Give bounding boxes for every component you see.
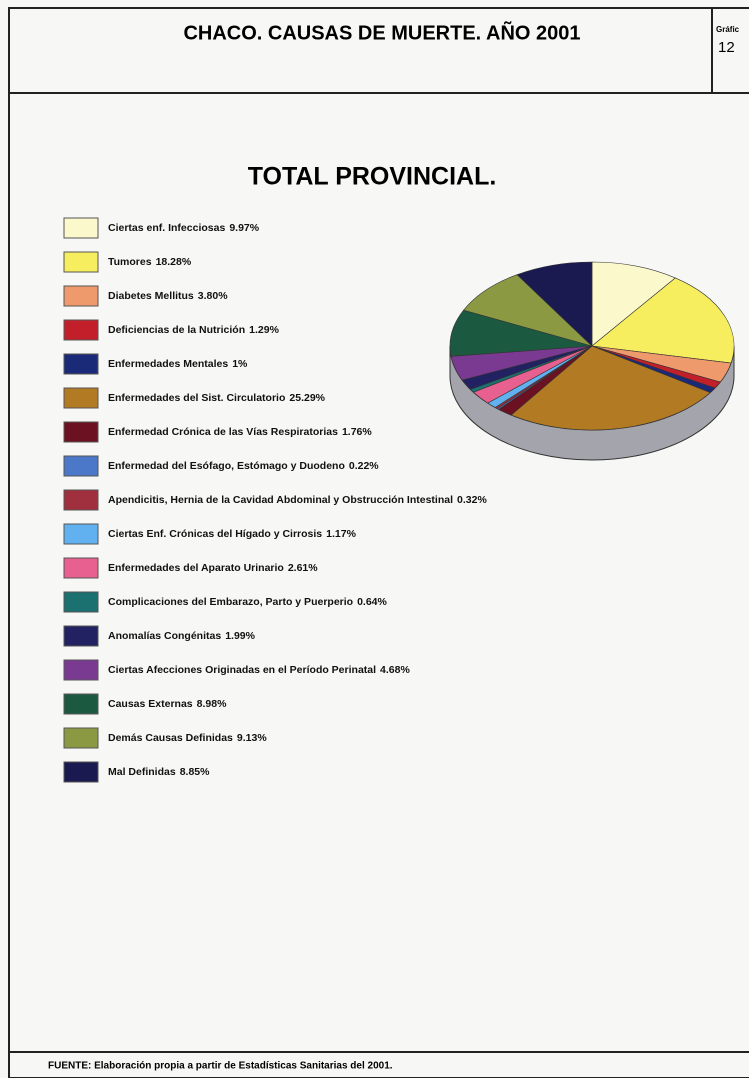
legend-swatch (63, 591, 99, 613)
legend-value: 9.13% (237, 732, 267, 744)
legend-entry: Ciertas enf. Infecciosas 9.97% (108, 222, 260, 234)
legend-name: Deficiencias de la Nutrición (108, 324, 245, 336)
legend-value: 0.64% (357, 596, 387, 608)
legend-entry: Causas Externas 8.98% (108, 698, 227, 710)
legend-entry: Complicaciones del Embarazo, Parto y Pue… (108, 596, 388, 608)
legend-swatch (63, 523, 99, 545)
legend-name: Anomalías Congénitas (108, 630, 221, 642)
figure-number: 12 (718, 39, 735, 56)
pie-slice (449, 309, 593, 357)
legend-swatch (63, 489, 99, 511)
legend-name: Causas Externas (108, 698, 193, 710)
legend-value: 1.99% (225, 630, 255, 642)
source-note: FUENTE: Elaboración propia a partir de E… (48, 1061, 393, 1072)
legend-entry: Enfermedades Mentales 1% (108, 358, 248, 370)
legend-swatch (63, 251, 99, 273)
chart-title: TOTAL PROVINCIAL. (248, 163, 497, 191)
legend-swatch (63, 761, 99, 783)
legend-value: 0.22% (349, 460, 379, 472)
pie-slice (510, 345, 711, 431)
pie-slice (591, 261, 676, 347)
legend-swatch (63, 387, 99, 409)
legend-swatch (63, 659, 99, 681)
legend-entry: Anomalías Congénitas 1.99% (108, 630, 256, 642)
legend-value: 2.61% (288, 562, 318, 574)
legend-swatch (63, 693, 99, 715)
legend-value: 25.29% (289, 392, 325, 404)
legend-value: 8.98% (197, 698, 227, 710)
legend: Ciertas enf. Infecciosas 9.97% Tumores 18.2… (63, 217, 487, 783)
legend-swatch (63, 455, 99, 477)
legend-value: 1.76% (342, 426, 372, 438)
legend-entry: Diabetes Mellitus 3.80% (108, 290, 228, 302)
legend-entry: Mal Definidas 8.85% (108, 766, 210, 778)
legend-name: Enfermedades Mentales (108, 358, 228, 370)
page-title: CHACO. CAUSAS DE MUERTE. AÑO 2001 (183, 21, 580, 44)
frame (8, 7, 749, 1078)
legend-name: Ciertas enf. Infecciosas (108, 222, 225, 234)
legend-name: Mal Definidas (108, 766, 176, 778)
legend-swatch (63, 557, 99, 579)
pie-slice (463, 274, 593, 347)
legend-entry: Tumores 18.28% (108, 256, 192, 268)
legend-name: Enfermedad del Esófago, Estómago y Duode… (108, 460, 345, 472)
legend-name: Enfermedades del Aparato Urinario (108, 562, 284, 574)
legend-value: 1.17% (326, 528, 356, 540)
pie (449, 261, 735, 461)
legend-entry: Deficiencias de la Nutrición 1.29% (108, 324, 280, 336)
legend-entry: Ciertas Enf. Crónicas del Hígado y Cirro… (108, 528, 357, 540)
legend-value: 3.80% (198, 290, 228, 302)
legend-value: 1.29% (249, 324, 279, 336)
legend-swatch (63, 421, 99, 443)
legend-entry: Ciertas Afecciones Originadas en el Perí… (108, 664, 410, 676)
legend-value: 0.32% (457, 494, 487, 506)
legend-value: 1% (232, 358, 248, 370)
legend-swatch (63, 217, 99, 239)
legend-value: 9.97% (229, 222, 259, 234)
legend-name: Enfermedad Crónica de las Vías Respirato… (108, 426, 338, 438)
legend-entry: Enfermedades del Aparato Urinario 2.61% (108, 562, 318, 574)
legend-name: Ciertas Afecciones Originadas en el Perí… (108, 664, 376, 676)
legend-swatch (63, 625, 99, 647)
figure-label: Gráfic (716, 25, 740, 34)
legend-name: Apendicitis, Hernia de la Cavidad Abdomi… (108, 494, 453, 506)
legend-name: Diabetes Mellitus (108, 290, 194, 302)
legend-swatch (63, 285, 99, 307)
legend-value: 8.85% (180, 766, 210, 778)
legend-name: Enfermedades del Sist. Circulatorio (108, 392, 285, 404)
legend-name: Demás Causas Definidas (108, 732, 233, 744)
legend-name: Ciertas Enf. Crónicas del Hígado y Cirro… (108, 528, 322, 540)
pie-slice (516, 261, 593, 347)
legend-value: 4.68% (380, 664, 410, 676)
legend-swatch (63, 353, 99, 375)
legend-entry: Enfermedades del Sist. Circulatorio 25.29… (108, 392, 326, 404)
legend-name: Tumores (108, 256, 152, 268)
legend-name: Complicaciones del Embarazo, Parto y Pue… (108, 596, 353, 608)
legend-swatch (63, 319, 99, 341)
legend-swatch (63, 727, 99, 749)
legend-entry: Demás Causas Definidas 9.13% (108, 732, 267, 744)
legend-value: 18.28% (156, 256, 192, 268)
pie-slice (591, 277, 735, 364)
legend-entry: Enfermedad Crónica de las Vías Respirato… (108, 426, 372, 438)
legend-entry: Enfermedad del Esófago, Estómago y Duode… (108, 460, 379, 472)
legend-entry: Apendicitis, Hernia de la Cavidad Abdomi… (108, 494, 487, 506)
